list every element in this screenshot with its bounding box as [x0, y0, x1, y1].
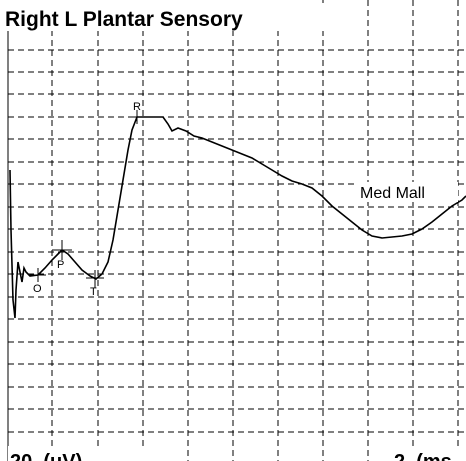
time-scale: 2 (ms	[394, 451, 452, 461]
footer-background	[390, 446, 466, 461]
title: Right L Plantar Sensory	[5, 8, 243, 31]
label-background	[358, 182, 458, 202]
marker-label: O	[33, 283, 42, 295]
marker-label: R	[133, 101, 141, 113]
trace-label: Med Mall	[360, 185, 425, 202]
markers	[30, 110, 145, 288]
amplitude-scale: 20 (uV)	[10, 451, 82, 461]
title-background	[0, 3, 330, 31]
footer-background	[8, 446, 148, 461]
marker-label: T	[90, 286, 97, 298]
marker-label: P	[57, 259, 64, 271]
